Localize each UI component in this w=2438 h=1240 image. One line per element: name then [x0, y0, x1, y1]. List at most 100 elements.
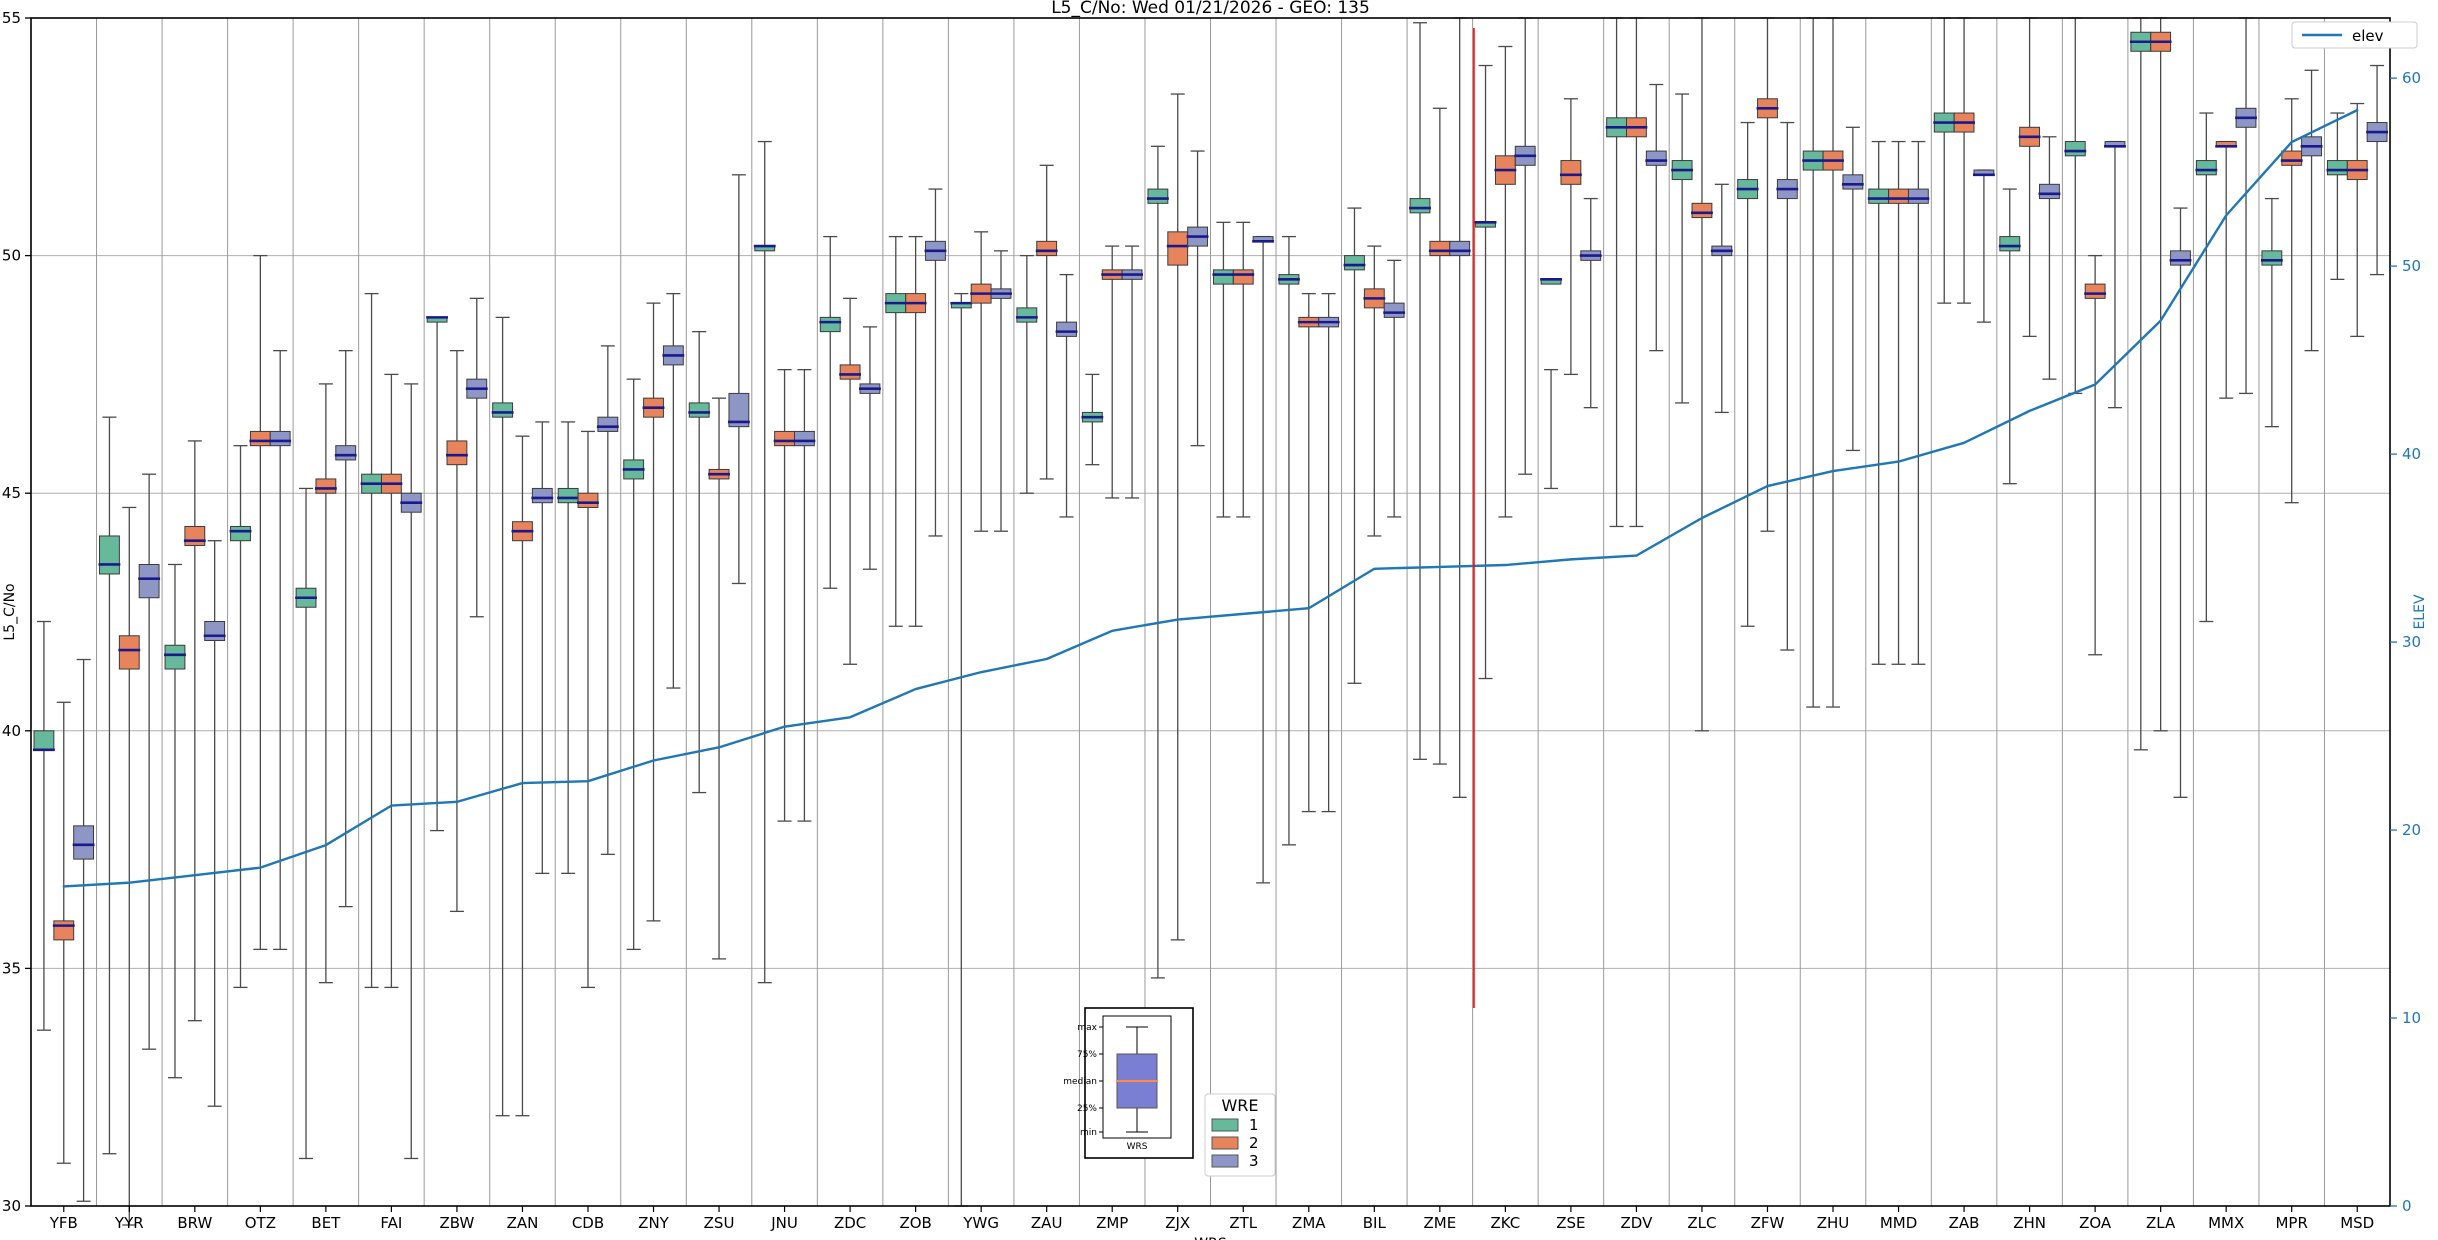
boxplot-item [2215, 140, 2238, 399]
boxplot-item [1540, 278, 1562, 490]
left-axis-tick-label: 35 [2, 959, 21, 977]
wre-legend-swatch[interactable] [1211, 1154, 1239, 1168]
box-rect [204, 621, 226, 642]
box-rect [335, 445, 357, 461]
left-axis-title: L5_C/No [2, 583, 18, 640]
box-rect [2326, 160, 2348, 176]
box-rect [184, 525, 206, 546]
boxplot-item [622, 378, 645, 951]
x-axis-tick-label: ZSU [704, 1214, 735, 1232]
boxplot-item [2038, 136, 2061, 380]
boxplot-item [269, 349, 292, 951]
boxplot-item [1822, 17, 1844, 708]
boxplot-item [990, 250, 1012, 532]
right-axis-tick-label: 30 [2402, 633, 2421, 651]
elev-line [62, 108, 2359, 888]
box-rect [118, 635, 140, 670]
right-axis-tick-label: 50 [2402, 257, 2421, 275]
box-rect [164, 644, 186, 670]
box-rect [2281, 150, 2303, 166]
box-rect [1409, 198, 1431, 214]
boxplot-item [1186, 150, 1209, 447]
boxplot-item [118, 506, 141, 1226]
x-axis-tick-label: ZAN [507, 1214, 539, 1232]
right-axis-tick-label: 20 [2402, 821, 2421, 839]
x-axis-tick-label: ZBW [439, 1214, 474, 1232]
boxplot-item [1579, 197, 1602, 409]
boxplot-item [859, 326, 881, 570]
x-axis-tick-label: ZHU [1817, 1214, 1850, 1232]
inset-tick-label: 25% [1077, 1104, 1097, 1114]
x-axis-tick-label: FAI [380, 1214, 402, 1232]
boxplot-item [2195, 112, 2218, 623]
x-axis-tick-label: ZSE [1556, 1214, 1585, 1232]
inset-tick-label: median [1063, 1077, 1097, 1087]
boxplot-item [1953, 17, 1975, 304]
box-rect [492, 402, 514, 418]
boxplot-item [2326, 112, 2349, 281]
box-rect [1213, 269, 1234, 285]
wre-legend-swatch[interactable] [1211, 1136, 1239, 1150]
boxplot-item [446, 349, 468, 913]
boxplot-item [2260, 197, 2283, 428]
boxplot-item [465, 297, 488, 618]
boxplot-item [249, 254, 272, 951]
left-axis-tick-label: 50 [2, 247, 21, 265]
boxplot-item [773, 368, 796, 822]
box-rect [315, 478, 337, 494]
boxplots [33, 17, 2388, 1226]
box-rect [597, 416, 619, 432]
box-rect [249, 430, 271, 447]
boxplot-item [819, 235, 842, 589]
inset-boxplot-legend: max 75% median 25% min WRS [1063, 1007, 1194, 1159]
boxplot-item [1625, 17, 1648, 528]
elev-legend[interactable]: elev [2291, 21, 2418, 49]
boxplot-item [1121, 245, 1143, 499]
box-rect [1147, 188, 1169, 204]
box-rect [1036, 240, 1058, 257]
boxplot-item [426, 316, 449, 832]
boxplot-item [72, 658, 95, 1202]
boxplot-item [2280, 98, 2303, 504]
x-axis-tick-label: YFB [49, 1214, 78, 1232]
boxplot-item [52, 701, 75, 1164]
boxplot-item [1605, 17, 1628, 528]
inset-tick-label: 75% [1077, 1050, 1097, 1060]
right-axis-tick-label: 0 [2402, 1197, 2412, 1215]
boxplot-item [1101, 245, 1124, 499]
x-axis-tick-label: BRW [177, 1214, 212, 1232]
x-axis-tick-label: ZLC [1687, 1214, 1716, 1232]
boxplot-item [1474, 64, 1497, 680]
box-rect [688, 402, 710, 418]
inset-xlabel: WRS [1127, 1142, 1148, 1152]
x-axis-tick-label: MSD [2340, 1214, 2374, 1232]
boxplot-item [360, 292, 383, 989]
box-rect [1842, 174, 1864, 190]
elev-series [62, 108, 2359, 888]
x-axis-tick-label: YWG [962, 1214, 999, 1232]
box-rect [53, 920, 75, 941]
boxplot-item [1409, 22, 1431, 760]
elev-legend-label: elev [2352, 27, 2384, 45]
boxplot-item [314, 383, 337, 984]
boxplot-item [596, 345, 619, 856]
boxplot-item [1383, 259, 1406, 518]
boxplot-item [970, 231, 993, 532]
boxplot-item [1232, 221, 1255, 518]
right-axis: 0 10 20 30 40 50 60 [2390, 69, 2421, 1215]
boxplot-item [1252, 235, 1275, 884]
box-rect [577, 492, 599, 508]
boxplot-item [1428, 107, 1451, 765]
x-axis-tick-label: BIL [1363, 1214, 1387, 1232]
inset-tick-label: max [1077, 1023, 1097, 1033]
box-rect [1056, 321, 1077, 337]
box-rect [557, 487, 579, 504]
boxplot-item [793, 368, 816, 822]
wre-legend-swatch[interactable] [1211, 1118, 1239, 1132]
boxplot-item [531, 421, 554, 875]
boxplot-item [203, 540, 226, 1107]
box-rect [1383, 302, 1405, 318]
boxplot-item [1776, 121, 1799, 651]
